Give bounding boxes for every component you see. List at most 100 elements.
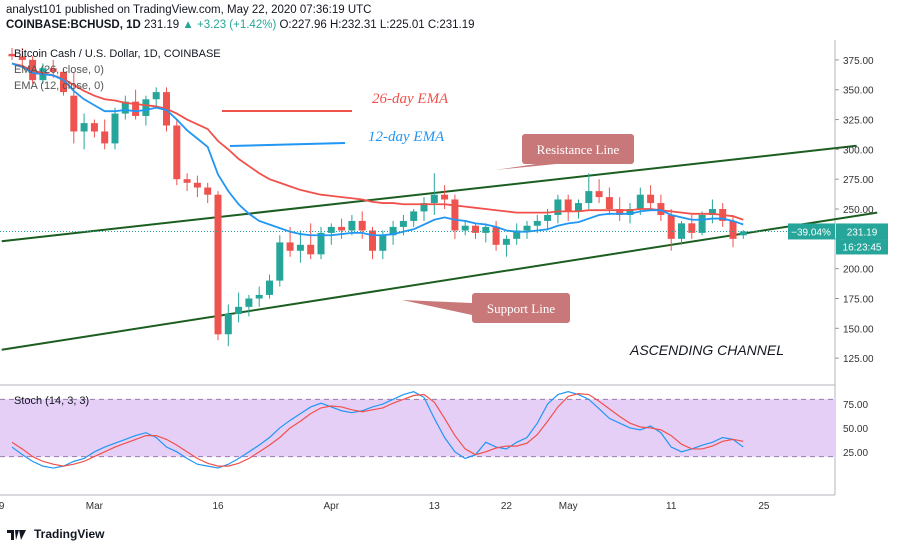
- candle-body: [657, 203, 665, 215]
- candle-body: [152, 92, 160, 100]
- price-tick-label: 150.00: [843, 324, 874, 335]
- resistance-callout-pointer: [495, 164, 556, 170]
- price-tag: [836, 223, 888, 240]
- candle-body: [667, 214, 675, 239]
- candle-body: [224, 314, 232, 335]
- candle-body: [595, 191, 603, 198]
- time-tick-label: 13: [429, 501, 441, 512]
- ema12-annotation-swatch: [229, 142, 346, 147]
- candle-body: [121, 101, 129, 114]
- price-tick-label: 125.00: [843, 354, 874, 365]
- candle-body: [235, 306, 243, 314]
- pct-tag-text: −39.04%: [791, 227, 831, 238]
- candle-body: [111, 113, 119, 144]
- price-change: ▲ +3.23 (+1.42%): [182, 19, 277, 31]
- candle-body: [698, 214, 706, 233]
- candle-body: [647, 194, 655, 204]
- stoch-k-line: [11, 391, 744, 469]
- stoch-band-fill: [0, 399, 835, 457]
- time-tick-label: 22: [501, 501, 513, 512]
- price-tag-text: 231.19: [847, 227, 878, 238]
- candle-body: [60, 71, 67, 93]
- chart-header: analyst101 published on TradingView.com,…: [6, 3, 475, 33]
- candle-body: [564, 199, 572, 212]
- candle-body: [708, 209, 716, 215]
- candle-body: [379, 235, 387, 251]
- stoch-tick-label: 25.00: [843, 448, 868, 459]
- tradingview-footer[interactable]: TradingView: [6, 527, 104, 541]
- time-tick-label: May: [559, 501, 578, 512]
- candle-body: [616, 209, 624, 215]
- candle-body: [132, 101, 140, 116]
- candle-body: [430, 194, 438, 204]
- candle-body: [451, 199, 459, 231]
- stoch-lines: [11, 391, 744, 469]
- price-tick-label: 325.00: [843, 116, 874, 127]
- candle-body: [688, 223, 696, 233]
- candle-body: [173, 125, 181, 180]
- candle-body: [327, 226, 335, 233]
- candle-body: [338, 226, 346, 231]
- candle-body: [245, 298, 253, 307]
- candle-body: [204, 187, 212, 195]
- ema26-line: [11, 62, 744, 221]
- candle-body: [441, 194, 449, 200]
- candle-body: [626, 209, 634, 215]
- candle-body: [585, 191, 593, 204]
- symbol-label: COINBASE:BCHUSD, 1D: [6, 19, 141, 31]
- candle-body: [8, 53, 16, 57]
- candle-body: [266, 280, 273, 295]
- candle-body: [255, 294, 263, 299]
- candle-body: [544, 214, 552, 221]
- ema-lines: [11, 62, 744, 237]
- support-callout-label: Support Line: [487, 301, 555, 316]
- candle-body: [90, 123, 98, 132]
- candle-body: [533, 220, 541, 226]
- candle-body: [183, 179, 191, 183]
- candle-body: [410, 211, 418, 221]
- countdown-tag: [836, 239, 888, 255]
- ema12-annotation: 12-day EMA: [368, 129, 445, 145]
- price-tick-label: 375.00: [843, 56, 874, 67]
- time-tick-label: Mar: [86, 501, 104, 512]
- candle-body: [142, 99, 150, 116]
- price-tick-label: 175.00: [843, 294, 874, 305]
- price-tick-label: 275.00: [843, 175, 874, 186]
- countdown-tag-text: 16:23:45: [843, 242, 882, 253]
- candle-body: [729, 220, 737, 239]
- candle-body: [214, 194, 222, 335]
- resistance-callout-label: Resistance Line: [537, 142, 620, 157]
- price-tick-label: 200.00: [843, 265, 874, 276]
- candle-body: [348, 220, 356, 231]
- candle-body: [420, 203, 428, 212]
- candle-body: [492, 226, 500, 245]
- candle-body: [317, 232, 325, 255]
- candle-body: [461, 225, 469, 231]
- tradingview-logo-icon: [7, 530, 26, 540]
- ohlc-values: O:227.96 H:232.31 L:225.01 C:231.19: [279, 19, 475, 31]
- channel-annotation: ASCENDING CHANNEL: [630, 342, 785, 358]
- candle-body: [276, 242, 284, 281]
- candle-body: [193, 182, 201, 188]
- candle-body: [307, 244, 315, 255]
- price-tick-label: 300.00: [843, 145, 874, 156]
- candle-body: [70, 95, 78, 132]
- candle-body: [575, 203, 582, 212]
- candle-body: [636, 194, 644, 210]
- resistance-line: [1, 144, 857, 243]
- candle-body: [101, 131, 109, 144]
- candle-body: [369, 230, 376, 251]
- candle-body: [523, 225, 531, 231]
- ema12-line: [11, 62, 744, 237]
- publish-info: analyst101 published on TradingView.com,…: [6, 4, 372, 16]
- ema26-annotation: 26-day EMA: [372, 91, 449, 107]
- trend-lines: [1, 110, 878, 351]
- resistance-callout-box: [522, 134, 634, 164]
- candle-body: [482, 226, 490, 233]
- candle-body: [80, 123, 88, 132]
- candle-body: [286, 242, 294, 251]
- legend-ema26: EMA (26, close, 0): [14, 64, 104, 76]
- candle-body: [502, 238, 510, 245]
- price-tick-label: 350.00: [843, 86, 874, 97]
